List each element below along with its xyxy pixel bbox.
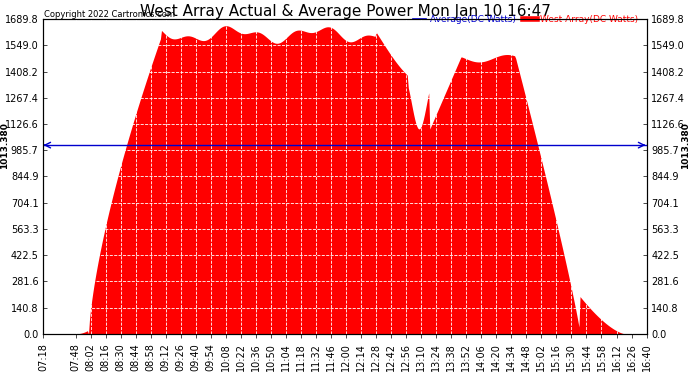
Text: Copyright 2022 Cartronics.com: Copyright 2022 Cartronics.com: [44, 10, 175, 19]
Text: 1013.380: 1013.380: [0, 122, 9, 168]
Title: West Array Actual & Average Power Mon Jan 10 16:47: West Array Actual & Average Power Mon Ja…: [139, 4, 551, 19]
Text: 1013.380: 1013.380: [681, 122, 690, 168]
Legend: Average(DC Watts), West Array(DC Watts): Average(DC Watts), West Array(DC Watts): [409, 11, 642, 27]
